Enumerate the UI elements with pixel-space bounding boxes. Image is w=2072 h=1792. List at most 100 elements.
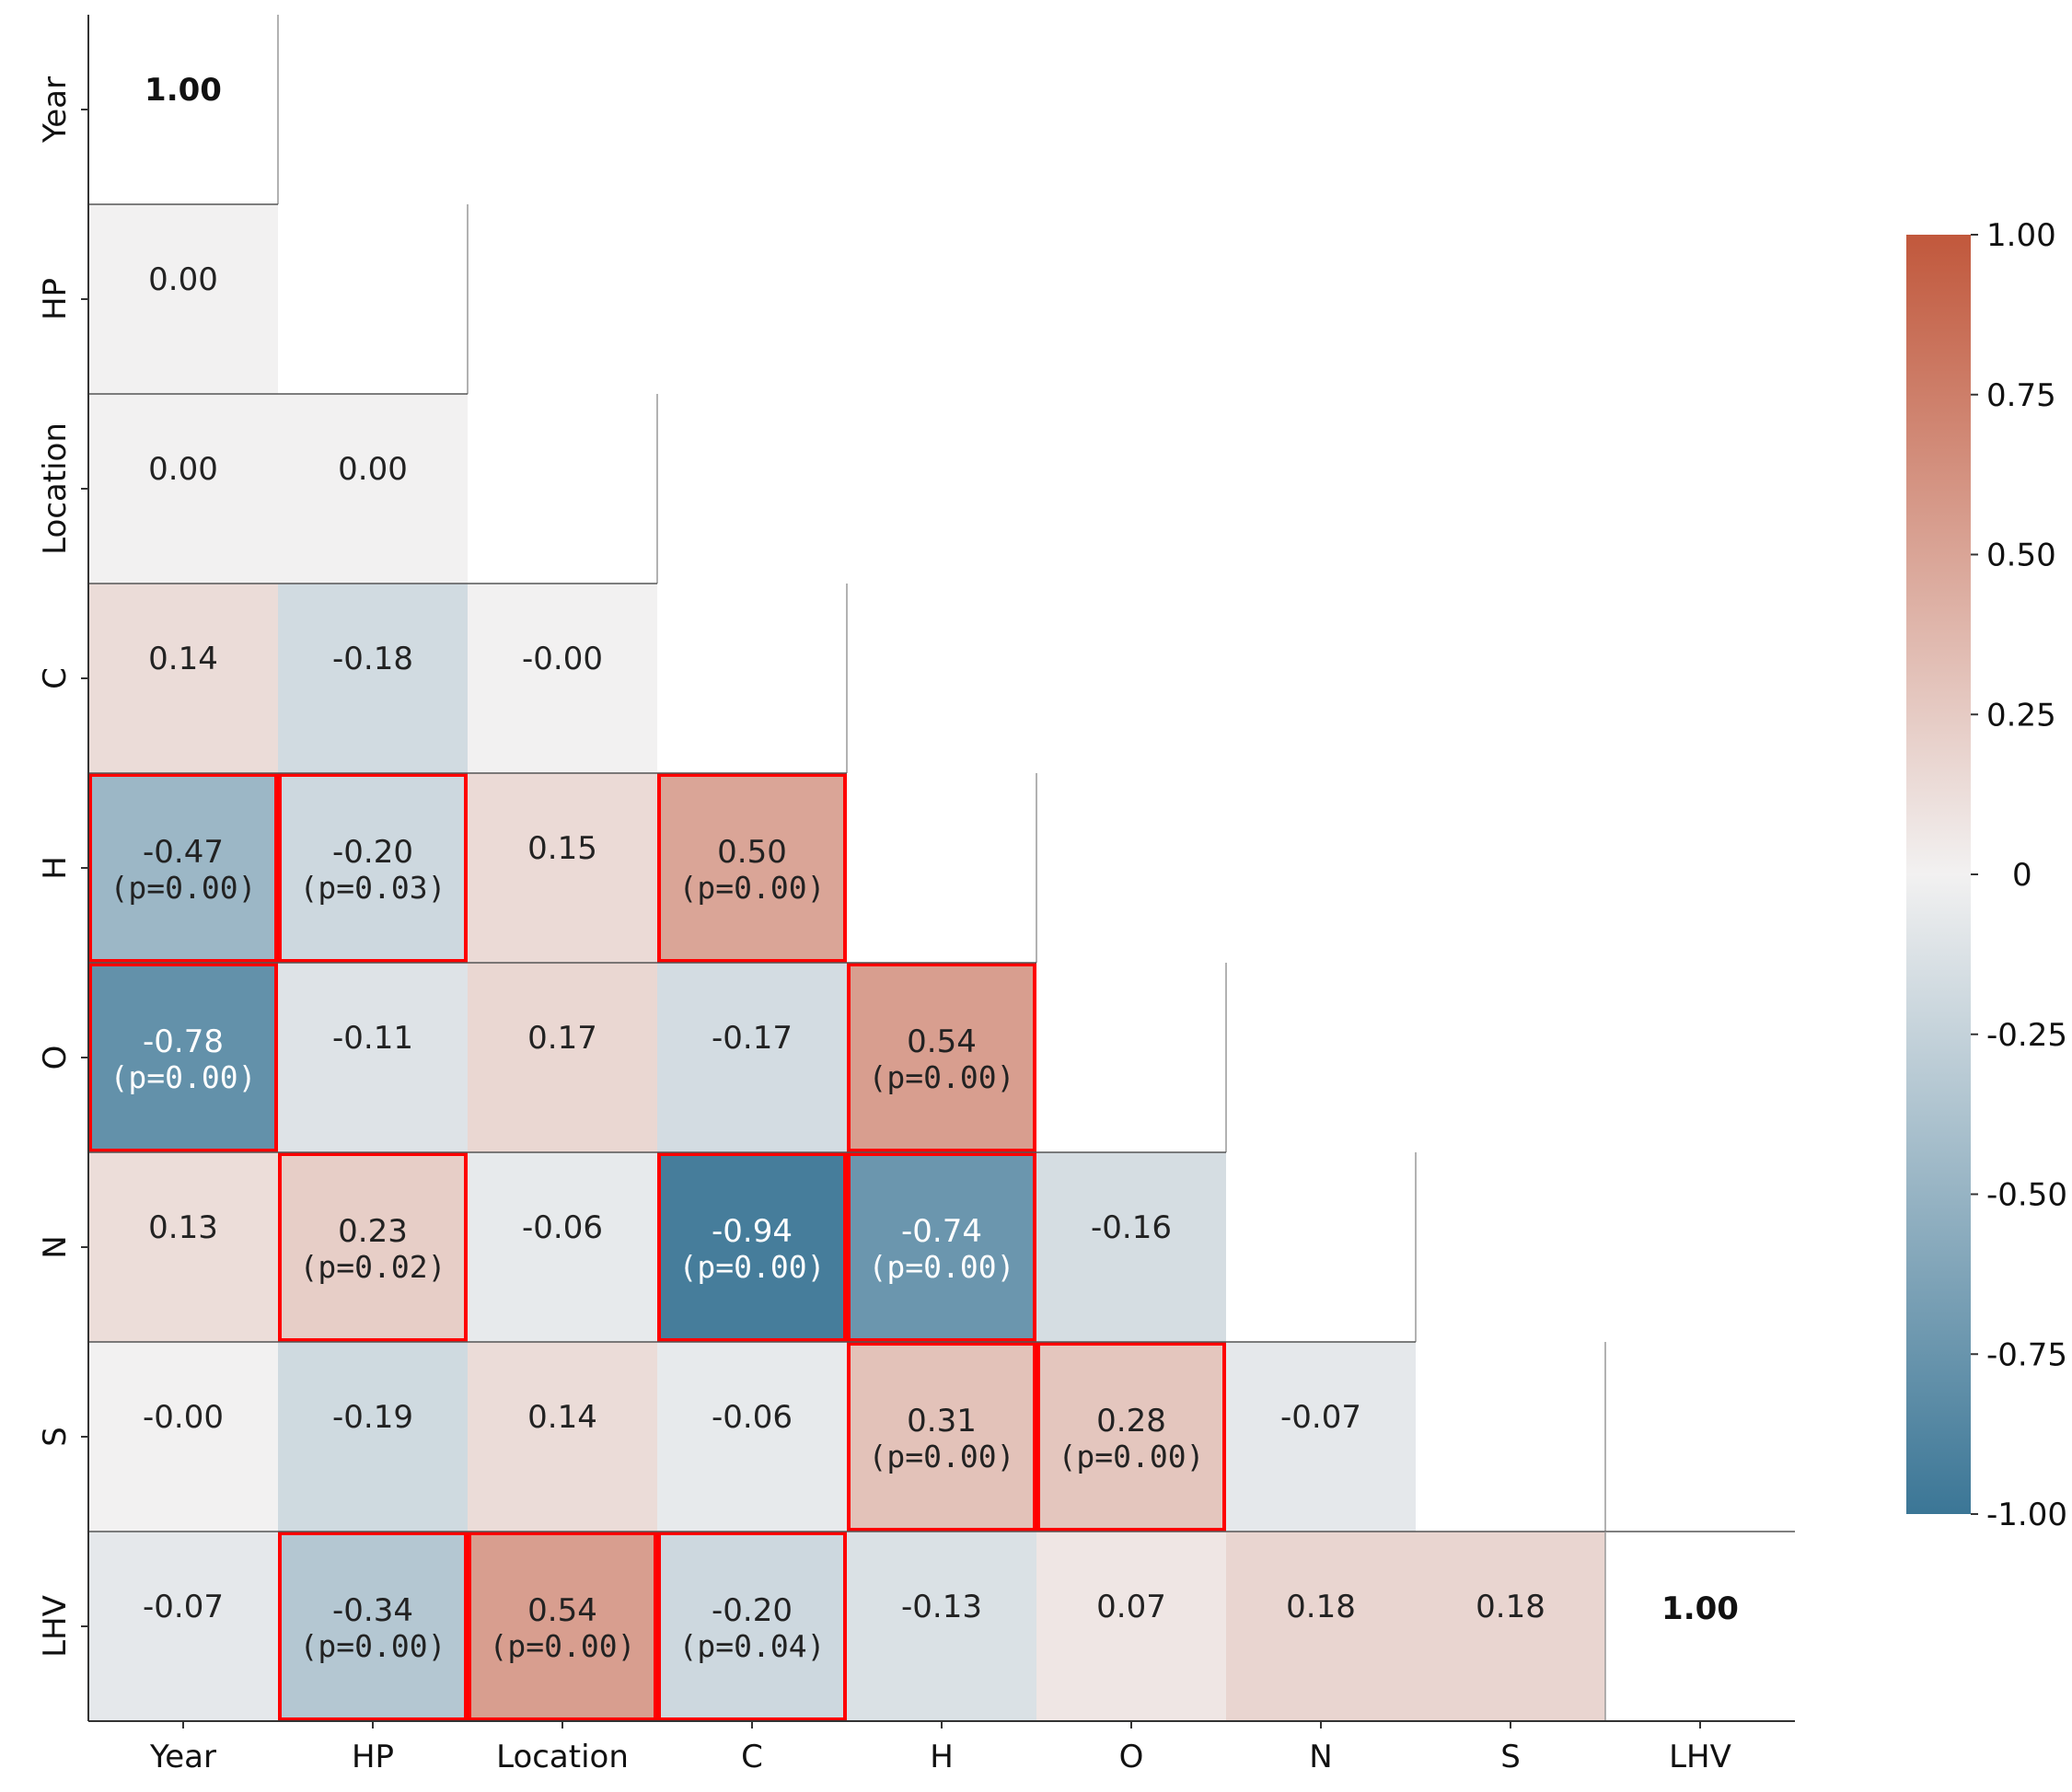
heatmap-cell-h-c [657,773,847,963]
heatmap-cell-n-h [847,1152,1036,1342]
cell-value-label: 0.31 [907,1403,977,1439]
y-tick-label-s: S [37,1427,74,1447]
heatmap-cell-h-location [468,773,657,963]
colorbar-tick-label: -0.50 [1986,1177,2067,1214]
cell-value-label: -0.78 [143,1023,224,1060]
cell-value-label: -0.18 [332,641,413,677]
heatmap-cell-n-location [468,1152,657,1342]
cell-value-label: 0.54 [527,1592,597,1629]
heatmap-cell-lhv-location [468,1532,657,1721]
y-tick-label-lhv: LHV [37,1595,74,1658]
heatmap-cell-o-location [468,963,657,1152]
cell-value-label: -0.47 [143,834,224,871]
heatmap-cell-c-hp [278,584,468,773]
significance-highlight-box [88,773,278,963]
colorbar-tick-label: -1.00 [1986,1497,2067,1533]
cell-value-label: 0.14 [527,1399,597,1436]
heatmap-cell-o-year [88,963,278,1152]
x-tick-label-c: C [741,1739,763,1775]
x-tick-label-location: Location [496,1739,629,1775]
heatmap-cell-lhv-c [657,1532,847,1721]
y-tick-label-c: C [37,667,74,689]
heatmap-cell-n-year [88,1152,278,1342]
cell-value-label: -0.06 [522,1209,603,1246]
cell-value-label: -0.07 [1280,1399,1361,1436]
heatmap-cell-s-n [1226,1342,1416,1532]
heatmap-cell-lhv-h [847,1532,1036,1721]
heatmap-cell-s-c [657,1342,847,1532]
cell-value-label: 0.18 [1286,1589,1356,1625]
cell-p-value-label: (p=0.00) [679,1249,826,1285]
significance-highlight-box [847,1152,1036,1342]
cell-p-value-label: (p=0.00) [679,870,826,906]
significance-highlight-box [278,1532,468,1721]
cell-value-label: -0.07 [143,1589,224,1625]
cell-p-value-label: (p=0.00) [490,1628,636,1664]
significance-highlight-box [657,773,847,963]
cell-value-label: -0.16 [1091,1209,1172,1246]
cell-value-label: -0.06 [712,1399,793,1436]
cell-value-label: 0.00 [338,451,408,488]
colorbar-tick-label: -0.75 [1986,1336,2067,1373]
y-tick-label-location: Location [37,422,74,555]
cell-value-label: 0.17 [527,1020,597,1057]
significance-highlight-box [88,963,278,1152]
cell-value-label: 1.00 [145,72,222,109]
cell-value-label: -0.19 [332,1399,413,1436]
cell-value-label: -0.20 [712,1592,793,1629]
heatmap-cell-year-year [88,15,278,204]
x-tick-label-h: H [930,1739,954,1775]
cell-value-label: 0.54 [907,1023,977,1060]
cell-p-value-label: (p=0.04) [679,1628,826,1664]
x-tick-label-o: O [1119,1739,1144,1775]
cell-value-label: 0.23 [338,1213,408,1250]
heatmap-cell-lhv-s [1416,1532,1605,1721]
heatmap-cell-o-h [847,963,1036,1152]
colorbar-tick-label: 1.00 [1986,217,2056,254]
x-tick-label-s: S [1500,1739,1521,1775]
cell-p-value-label: (p=0.00) [110,1059,257,1095]
heatmap-cell-n-c [657,1152,847,1342]
heatmap-cell-c-location [468,584,657,773]
colorbar [1906,235,1971,1514]
significance-highlight-box [1036,1342,1226,1532]
y-tick-label-o: O [37,1046,74,1070]
cell-p-value-label: (p=0.00) [110,870,257,906]
heatmap-cell-s-year [88,1342,278,1532]
heatmap-cell-s-hp [278,1342,468,1532]
heatmap-cell-o-hp [278,963,468,1152]
heatmap-cell-lhv-hp [278,1532,468,1721]
cell-value-label: 0.07 [1096,1589,1166,1625]
heatmap-cell-lhv-year [88,1532,278,1721]
heatmap-cell-hp-year [88,204,278,394]
colorbar-tick-label: -0.25 [1986,1017,2067,1054]
cell-value-label: 0.00 [148,261,218,298]
cell-value-label: 1.00 [1661,1590,1739,1627]
cell-value-label: -0.94 [712,1213,793,1250]
heatmap-cell-n-o [1036,1152,1226,1342]
cell-p-value-label: (p=0.02) [300,1249,446,1285]
cell-value-label: 0.14 [148,641,218,677]
colorbar-tick-label: 0.50 [1986,538,2056,574]
cell-p-value-label: (p=0.03) [300,870,446,906]
cell-p-value-label: (p=0.00) [869,1439,1015,1474]
cell-value-label: -0.20 [332,834,413,871]
heatmap-cell-h-year [88,773,278,963]
cell-value-label: 0.13 [148,1209,218,1246]
x-tick-label-year: Year [149,1739,216,1775]
heatmap-cell-lhv-n [1226,1532,1416,1721]
heatmap-cell-s-location [468,1342,657,1532]
significance-highlight-box [278,773,468,963]
significance-highlight-box [657,1152,847,1342]
heatmap-cell-n-hp [278,1152,468,1342]
cell-p-value-label: (p=0.00) [869,1249,1015,1285]
cell-value-label: -0.17 [712,1020,793,1057]
heatmap-cell-location-hp [278,394,468,584]
y-tick-label-year: Year [37,76,74,144]
x-tick-label-lhv: LHV [1669,1739,1731,1775]
colorbar-tick-label: 0 [2012,857,2032,894]
heatmap-cell-s-h [847,1342,1036,1532]
cell-value-label: 0.18 [1476,1589,1545,1625]
y-tick-label-n: N [37,1235,74,1258]
